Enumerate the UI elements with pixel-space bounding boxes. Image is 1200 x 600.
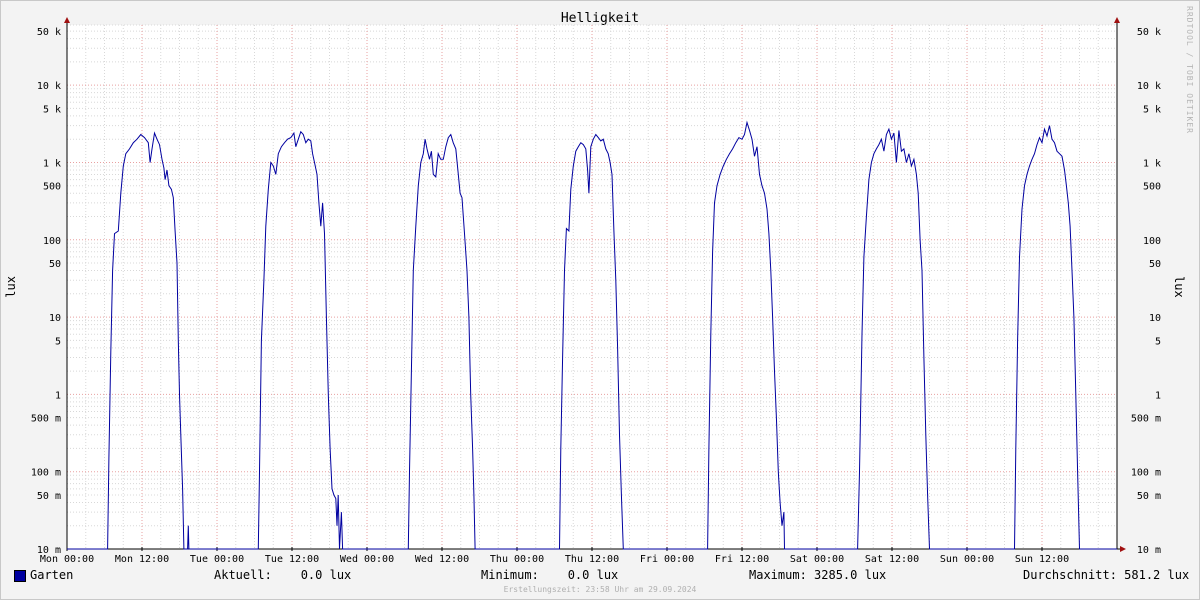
y-tick-label-right: 500 (1143, 182, 1161, 193)
x-tick-label: Tue 00:00 (190, 554, 244, 565)
x-tick-label: Wed 12:00 (415, 554, 469, 565)
y-tick-label-left: 5 (55, 336, 61, 347)
y-axis-arrow-left (64, 17, 70, 23)
x-tick-label: Fri 12:00 (715, 554, 769, 565)
x-tick-label: Sun 12:00 (1015, 554, 1069, 565)
y-axis-arrow-right (1114, 17, 1120, 23)
x-tick-label: Wed 00:00 (340, 554, 394, 565)
y-tick-label-left: 50 (49, 259, 61, 270)
legend-minimum: Minimum: 0.0 lux (481, 568, 619, 582)
y-tick-label-right: 50 m (1137, 491, 1161, 502)
legend: Garten Aktuell: 0.0 lux Minimum: 0.0 lux… (0, 568, 1200, 584)
y-tick-label-left: 10 k (37, 81, 61, 92)
x-tick-label: Mon 00:00 (40, 554, 94, 565)
legend-current: Aktuell: 0.0 lux (214, 568, 352, 582)
y-tick-label-left: 50 m (37, 491, 61, 502)
x-tick-label: Tue 12:00 (265, 554, 319, 565)
x-tick-label: Mon 12:00 (115, 554, 169, 565)
x-tick-label: Thu 00:00 (490, 554, 544, 565)
x-tick-label: Sat 12:00 (865, 554, 919, 565)
y-tick-label-right: 500 m (1131, 414, 1161, 425)
creation-timestamp: Erstellungszeit: 23:58 Uhr am 29.09.2024 (503, 585, 697, 594)
y-axis-label-right: lux (1172, 276, 1186, 298)
y-tick-label-right: 100 (1143, 236, 1161, 247)
y-tick-label-left: 500 (43, 182, 61, 193)
y-tick-label-left: 10 m (37, 545, 61, 556)
y-tick-label-right: 100 m (1131, 468, 1161, 479)
y-tick-label-right: 50 k (1137, 27, 1161, 38)
y-tick-label-right: 5 (1155, 336, 1161, 347)
x-tick-label: Fri 00:00 (640, 554, 694, 565)
y-tick-label-left: 5 k (43, 104, 61, 115)
rrdtool-watermark: RRDTOOL / TOBI OETIKER (1185, 6, 1194, 134)
y-tick-label-left: 100 m (31, 468, 61, 479)
y-tick-label-right: 1 k (1143, 158, 1161, 169)
y-tick-label-right: 50 (1149, 259, 1161, 270)
y-tick-label-right: 10 (1149, 313, 1161, 324)
x-axis-arrow (1120, 546, 1126, 552)
series-line-garten (67, 120, 1117, 550)
legend-average: Durchschnitt: 581.2 lux (1023, 568, 1190, 582)
y-tick-label-left: 500 m (31, 414, 61, 425)
y-tick-label-left: 50 k (37, 27, 61, 38)
y-tick-label-right: 10 k (1137, 81, 1161, 92)
y-tick-label-left: 1 (55, 390, 61, 401)
x-tick-label: Thu 12:00 (565, 554, 619, 565)
y-tick-label-right: 10 m (1137, 545, 1161, 556)
y-tick-label-left: 1 k (43, 158, 61, 169)
y-tick-label-left: 10 (49, 313, 61, 324)
x-tick-label: Sun 00:00 (940, 554, 994, 565)
y-tick-label-right: 5 k (1143, 104, 1161, 115)
legend-maximum: Maximum: 3285.0 lux (749, 568, 887, 582)
y-tick-label-left: 100 (43, 236, 61, 247)
chart-title: Helligkeit (560, 11, 640, 26)
legend-swatch-garten (14, 570, 26, 582)
y-tick-label-right: 1 (1155, 390, 1161, 401)
legend-series-name: Garten (30, 568, 74, 582)
x-tick-label: Sat 00:00 (790, 554, 844, 565)
